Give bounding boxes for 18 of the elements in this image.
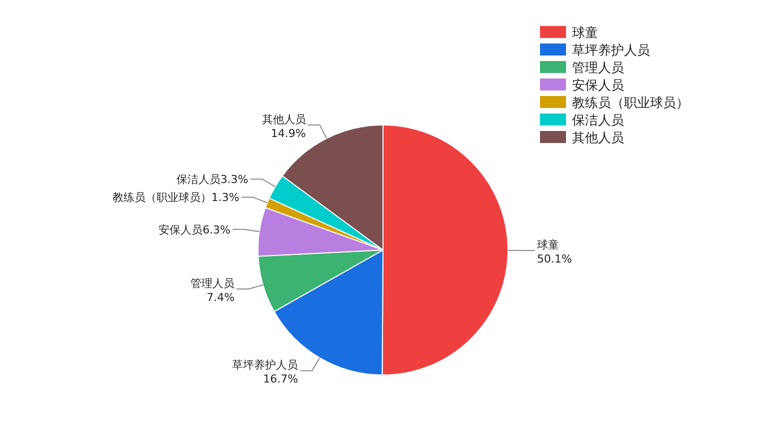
data-label: 50.1% <box>537 252 572 266</box>
legend-label: 管理人员 <box>572 61 624 76</box>
data-label: 16.7% <box>263 372 298 386</box>
legend-label: 草坪养护人员 <box>572 42 650 58</box>
data-label: 14.9% <box>270 127 306 140</box>
legend-label: 教练员（职业球员） <box>572 96 689 111</box>
slice-label: 管理人员 <box>190 277 235 290</box>
category-label: 安保人员6.3% <box>158 223 231 236</box>
legend-label: 其他人员 <box>572 131 624 146</box>
category-label: 教练员（职业球员）1.3% <box>112 191 240 204</box>
category-label: 保洁人员3.3% <box>176 173 248 186</box>
slice-label: 其他人员 <box>262 113 306 126</box>
legend-label: 球童 <box>572 25 598 41</box>
slice-label: 草坪养护人员 <box>232 358 298 372</box>
legend-label: 安保人员 <box>572 78 624 94</box>
slice-label: 球童 <box>537 238 559 252</box>
data-label: 7.4% <box>206 291 235 304</box>
legend-label: 保洁人员 <box>572 114 624 128</box>
